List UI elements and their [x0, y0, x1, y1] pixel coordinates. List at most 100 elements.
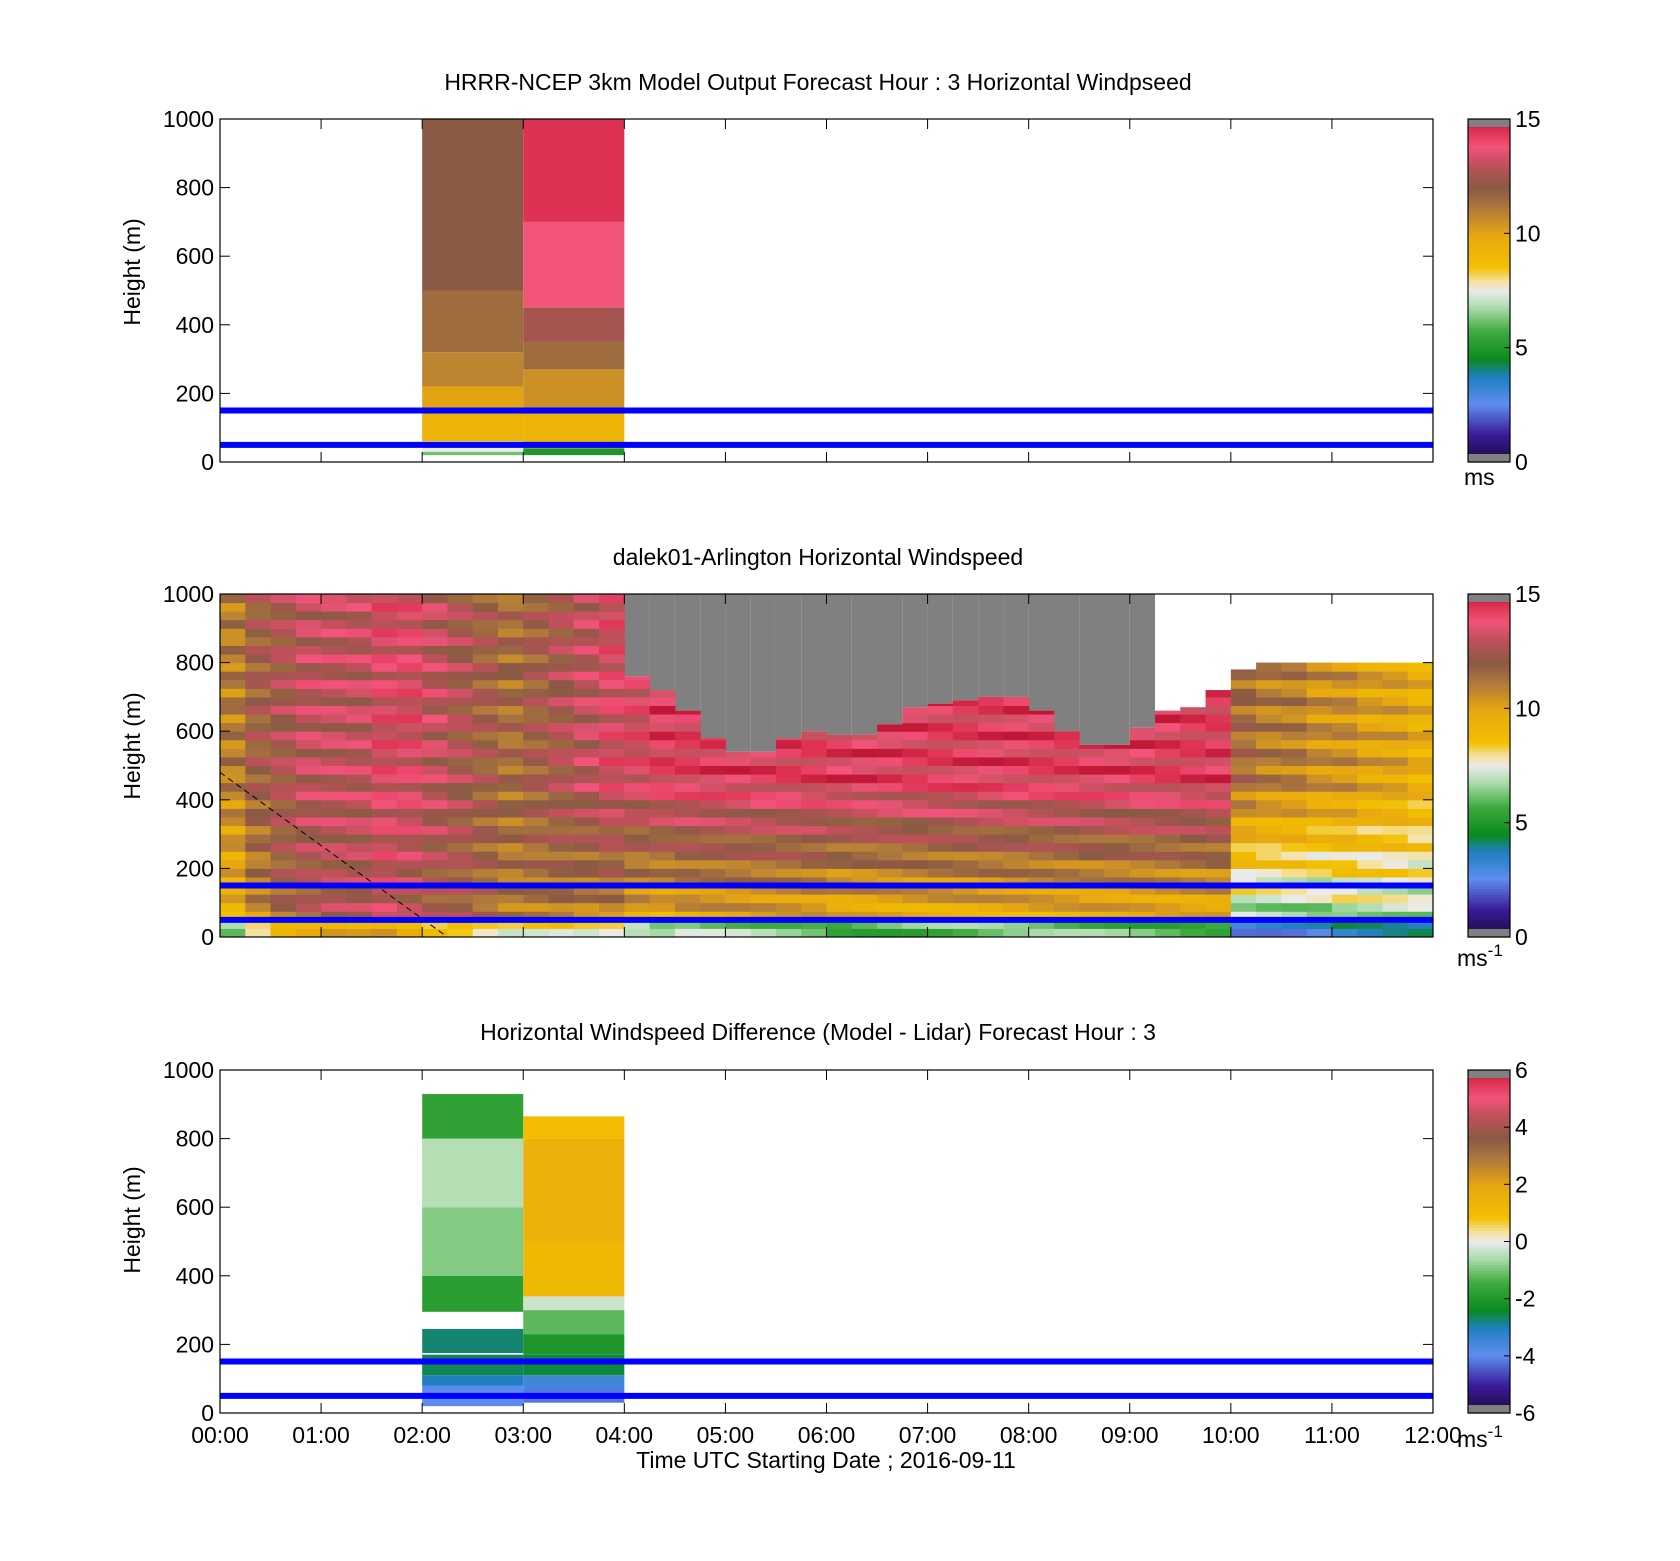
colorbar-segment	[1468, 1387, 1510, 1391]
data-cell	[245, 714, 272, 724]
data-cell	[1256, 808, 1282, 818]
colorbar-segment	[1468, 339, 1510, 343]
data-cell	[1407, 791, 1434, 801]
data-cell	[371, 748, 398, 758]
colorbar-segment	[1468, 407, 1510, 412]
colorbar-segment	[1468, 634, 1510, 638]
data-cell	[573, 868, 600, 878]
colorbar-segment	[1468, 925, 1510, 930]
data-cell	[245, 705, 272, 715]
data-cell	[775, 808, 802, 818]
data-cell	[1256, 911, 1282, 921]
data-cell	[346, 876, 373, 887]
colorbar-segment	[1468, 1367, 1510, 1371]
data-cell	[649, 696, 676, 706]
colorbar-segment	[1468, 819, 1510, 824]
data-cell	[523, 1354, 625, 1376]
data-cell	[497, 602, 524, 612]
data-cell	[674, 928, 701, 938]
data-cell	[422, 628, 448, 638]
colorbar-segment	[1468, 1312, 1510, 1317]
data-cell	[548, 705, 575, 715]
data-cell	[624, 782, 651, 792]
data-cell	[321, 851, 347, 861]
colorbar-segment	[1468, 856, 1510, 861]
data-cell	[1180, 911, 1207, 921]
colorbar-segment	[1468, 1090, 1510, 1094]
data-cell	[927, 765, 954, 775]
data-cells	[422, 1094, 625, 1407]
data-cell	[1281, 808, 1308, 818]
data-cell	[371, 628, 398, 638]
data-cell	[1053, 774, 1080, 784]
data-cell	[1053, 851, 1080, 861]
x-tick-label: 09:00	[1101, 1422, 1159, 1448]
colorbar-tick-label: 15	[1515, 106, 1541, 132]
data-cell	[321, 636, 347, 646]
data-cell	[1104, 859, 1131, 869]
data-cell	[220, 611, 246, 621]
data-cell	[1104, 894, 1131, 904]
data-cell	[321, 671, 347, 681]
data-cell	[1281, 928, 1308, 938]
colorbar-over-cap	[1468, 119, 1510, 127]
data-cell	[523, 834, 550, 844]
data-cell	[371, 842, 398, 852]
data-cell	[422, 671, 448, 681]
data-cell	[245, 696, 272, 706]
data-cell	[624, 851, 651, 861]
colorbar-segment	[1468, 1381, 1510, 1386]
data-cell	[1407, 842, 1434, 852]
data-cell	[472, 722, 499, 732]
data-cell	[1180, 919, 1207, 929]
data-cell	[422, 876, 448, 887]
data-cell	[1104, 782, 1131, 792]
data-cell	[1256, 842, 1282, 852]
data-cell	[295, 748, 322, 758]
colorbar-segment	[1468, 822, 1510, 827]
data-cell	[1129, 902, 1156, 912]
data-cell	[952, 774, 979, 784]
data-cell	[321, 859, 347, 869]
data-cell	[497, 791, 524, 801]
data-cell	[877, 782, 903, 792]
data-cell	[978, 842, 1004, 852]
data-cell	[1306, 816, 1333, 827]
data-cell	[371, 859, 398, 869]
data-cell	[1281, 705, 1308, 715]
colorbar-segment	[1468, 1204, 1510, 1208]
data-cell	[346, 902, 373, 912]
colorbar-segment	[1468, 679, 1510, 684]
data-cell	[851, 834, 878, 844]
colorbar-segment	[1468, 659, 1510, 664]
data-cell	[1129, 782, 1156, 792]
data-cell	[877, 859, 903, 869]
data-cell	[1003, 714, 1030, 724]
data-cell	[700, 928, 726, 938]
data-cell	[952, 834, 979, 844]
data-cell	[1407, 919, 1434, 929]
x-tick-label: 12:00	[1404, 1422, 1462, 1448]
data-cell	[548, 851, 575, 861]
colorbar-segment	[1468, 1141, 1510, 1145]
data-cell	[1281, 731, 1308, 741]
data-cell	[396, 859, 423, 869]
data-cell	[497, 885, 524, 895]
colorbar-segment	[1468, 714, 1510, 718]
data-cell	[851, 928, 878, 938]
colorbar-segment	[1468, 204, 1510, 209]
data-cell	[245, 876, 272, 887]
data-cell	[775, 739, 802, 749]
data-cell	[1155, 799, 1181, 809]
data-cell	[270, 671, 297, 681]
data-cell	[700, 894, 726, 904]
data-cell	[801, 928, 827, 938]
data-cell	[1306, 679, 1333, 689]
colorbar-segment	[1468, 1144, 1510, 1148]
colorbar-segment	[1468, 885, 1510, 890]
data-cell	[422, 739, 448, 749]
data-cell	[1230, 894, 1257, 904]
colorbar-segment	[1468, 616, 1510, 621]
data-cell	[877, 756, 903, 766]
data-cell	[573, 774, 600, 784]
